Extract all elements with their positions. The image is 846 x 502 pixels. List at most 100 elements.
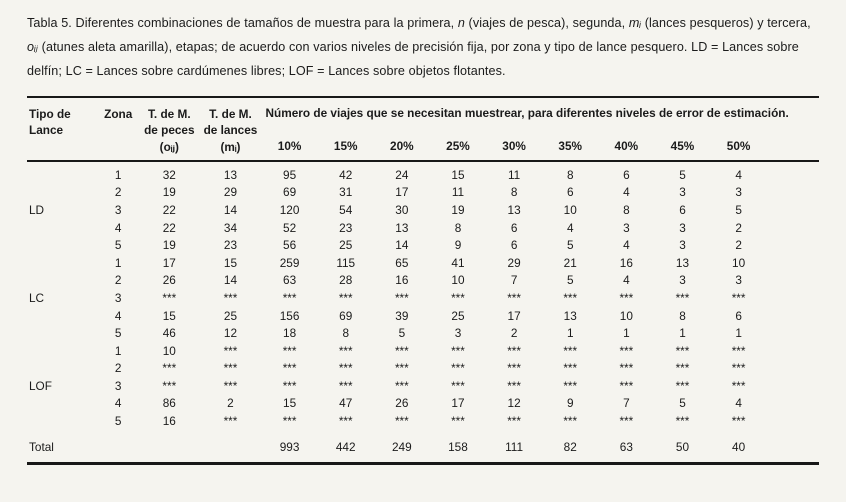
value-cell: 7 (510, 273, 518, 288)
value-cell: 3 (735, 273, 742, 288)
lances-cell: 29 (223, 185, 238, 200)
value-cell: 17 (507, 308, 521, 323)
value-cell: 28 (339, 273, 353, 288)
value-cell: 8 (679, 308, 686, 323)
value-cell: *** (731, 378, 746, 393)
lances-cell: 12 (223, 326, 238, 341)
value-cell: 21 (563, 255, 577, 270)
value-cell: *** (675, 343, 690, 358)
lances-cell: 14 (223, 202, 238, 217)
row-filler (767, 360, 819, 378)
value-cell: 1 (623, 326, 630, 341)
value-cell: 8 (566, 167, 574, 182)
lances-cell: 25 (223, 308, 238, 323)
value-cell: 25 (339, 238, 353, 253)
zona-cell: 2 (114, 361, 122, 376)
value-cell: 5 (566, 273, 574, 288)
value-cell: 2 (510, 326, 518, 341)
value-cell: *** (394, 290, 409, 305)
value-cell: 6 (735, 308, 742, 323)
value-cell: 3 (735, 185, 742, 200)
value-cell: 13 (395, 220, 409, 235)
value-cell: *** (507, 378, 521, 393)
value-cell: 39 (395, 308, 409, 323)
group-label (27, 307, 97, 325)
value-cell: 8 (623, 202, 630, 217)
group-label (27, 360, 97, 378)
peces-cell: 17 (162, 255, 176, 270)
table-body: 1 32 13 95 42 24 15 11 8 6 5 4 2 19 29 69 31 17 11 8 6 4 3 3 LD 3… (27, 161, 819, 464)
value-cell: *** (394, 378, 409, 393)
lances-cell: 2 (227, 396, 234, 411)
lances-cell: 14 (223, 273, 238, 288)
value-cell: 41 (451, 255, 465, 270)
table-row: 5 19 23 56 25 14 9 6 5 4 3 2 (27, 236, 819, 254)
value-cell: *** (675, 290, 690, 305)
value-cell: *** (282, 290, 297, 305)
value-cell: 442 (335, 439, 356, 454)
value-cell: 13 (507, 202, 521, 217)
table-row: 4 86 2 15 47 26 17 12 9 7 5 4 (27, 395, 819, 413)
value-cell: *** (338, 414, 353, 429)
table-row: 1 10 *** *** *** *** *** *** *** *** *** *** (27, 342, 819, 360)
value-cell: 69 (339, 308, 353, 323)
value-cell: 25 (451, 308, 465, 323)
value-cell: 1 (679, 326, 686, 341)
table-row: 2 26 14 63 28 16 10 7 5 4 3 3 (27, 272, 819, 290)
row-filler (767, 289, 819, 307)
row-filler (767, 219, 819, 237)
value-cell: *** (338, 290, 353, 305)
value-cell: 3 (679, 238, 686, 253)
value-cell: 4 (566, 220, 574, 235)
value-cell: 63 (283, 273, 297, 288)
value-cell: 249 (392, 439, 412, 454)
value-cell: 4 (623, 185, 630, 200)
table-row: LD 3 22 14 120 54 30 19 13 10 8 6 5 (27, 201, 819, 219)
row-filler (767, 307, 819, 325)
value-cell: 12 (507, 396, 521, 411)
value-cell: 5 (735, 202, 742, 217)
value-cell: 3 (679, 185, 686, 200)
group-label (27, 395, 97, 413)
value-cell: 50 (675, 439, 690, 454)
group-label: LOF (29, 378, 52, 393)
value-cell: *** (507, 343, 521, 358)
peces-cell: 22 (162, 202, 176, 217)
value-cell: 19 (451, 202, 465, 217)
percent-level-header: 20% (390, 138, 414, 153)
value-cell: *** (675, 378, 690, 393)
percent-header-row: 10% 15% 20% 25% 30% 35% 40% 45% 50% (27, 131, 819, 161)
value-cell: *** (675, 361, 690, 376)
lances-cell: *** (223, 378, 238, 393)
zona-cell: 1 (114, 255, 122, 270)
percent-level-header: 30% (502, 138, 526, 153)
value-cell: 5 (398, 326, 406, 341)
zona-cell: 2 (114, 185, 122, 200)
value-cell: 120 (279, 202, 300, 217)
table-header: Tipo de Lance Zona T. de M. de peces (oᵢ… (27, 97, 819, 161)
peces-cell: 22 (162, 220, 176, 235)
value-cell: 1 (735, 326, 742, 341)
value-cell: 4 (623, 273, 630, 288)
value-cell: 10 (619, 308, 633, 323)
col-header-tm-lances: T. de M. de lances (mᵢ) (203, 106, 258, 154)
value-cell: 30 (395, 202, 409, 217)
row-filler (767, 395, 819, 413)
caption-text: Tabla 5. Diferentes combinaciones de tam… (27, 16, 458, 30)
value-cell: 6 (510, 220, 518, 235)
group-label (27, 254, 97, 272)
value-cell: 24 (395, 167, 409, 182)
value-cell: 6 (679, 202, 686, 217)
value-cell: 56 (283, 238, 297, 253)
value-cell: 1 (566, 326, 574, 341)
peces-cell: *** (162, 378, 177, 393)
zona-cell: 1 (114, 343, 122, 358)
table-row: 5 46 12 18 8 5 3 2 1 1 1 1 (27, 324, 819, 342)
percent-level-header: 40% (614, 138, 639, 153)
value-cell: 4 (623, 238, 630, 253)
caption-text: (lances pesqueros) y tercera, (641, 16, 811, 30)
value-cell: *** (675, 414, 690, 429)
group-label (27, 412, 97, 430)
group-label (27, 184, 97, 202)
value-cell: 13 (675, 255, 690, 270)
